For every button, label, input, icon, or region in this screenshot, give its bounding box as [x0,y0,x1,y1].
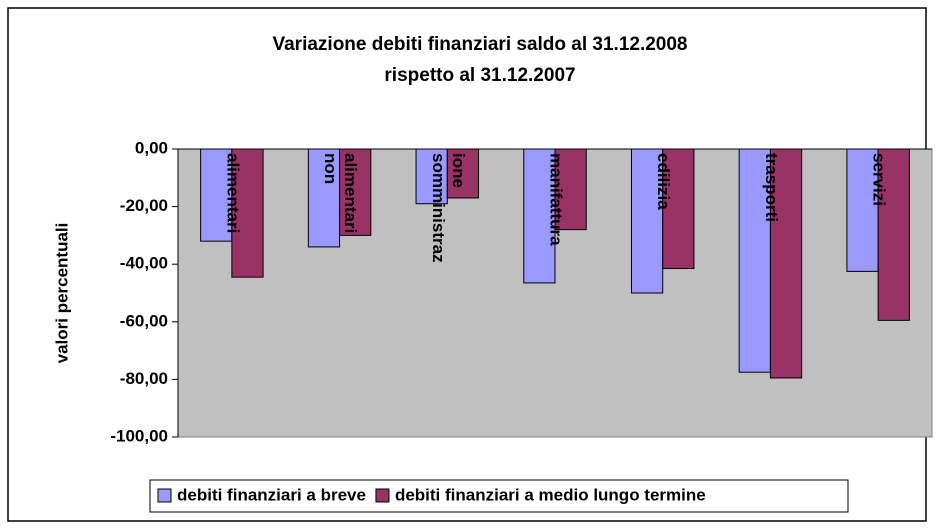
x-tick-label: servizi [870,153,889,206]
x-tick-label: ione [449,153,468,188]
bar [231,148,264,278]
y-axis-label: valori percentuali [52,223,71,364]
bar [339,148,372,236]
bar [415,148,448,205]
bar [200,148,233,242]
x-tick-label: alimentari [341,153,360,233]
y-tick-label: -80,00 [120,369,168,388]
bar [769,148,803,379]
chart-title: rispetto al 31.12.2007 [384,65,575,86]
x-tick-label: manifattura [547,153,566,246]
chart-title: Variazione debiti finanziari saldo al 31… [272,34,687,55]
x-tick-label: alimentari [223,153,242,233]
y-tick-label: 0,00 [135,138,168,157]
legend-box [149,479,849,513]
x-tick-label: somministraz [429,153,448,263]
y-tick-label: -60,00 [120,311,168,330]
y-tick-label: -20,00 [120,196,168,215]
y-tick-label: -100,00 [110,426,168,445]
x-tick-label: trasporti [762,153,781,222]
bar [307,148,341,248]
x-tick-label: non [321,153,340,184]
bar [554,148,587,231]
bar [877,148,910,321]
bar [523,148,556,284]
legend-label: debiti finanziari a medio lungo termine [395,485,706,504]
bar [846,148,879,272]
legend-swatch [375,488,390,503]
x-tick-label: edilizia [654,153,673,210]
bar [446,148,480,199]
bar [662,148,695,270]
y-tick-label: -40,00 [120,254,168,273]
legend-label: debiti finanziari a breve [177,485,366,504]
legend-swatch [157,488,172,503]
